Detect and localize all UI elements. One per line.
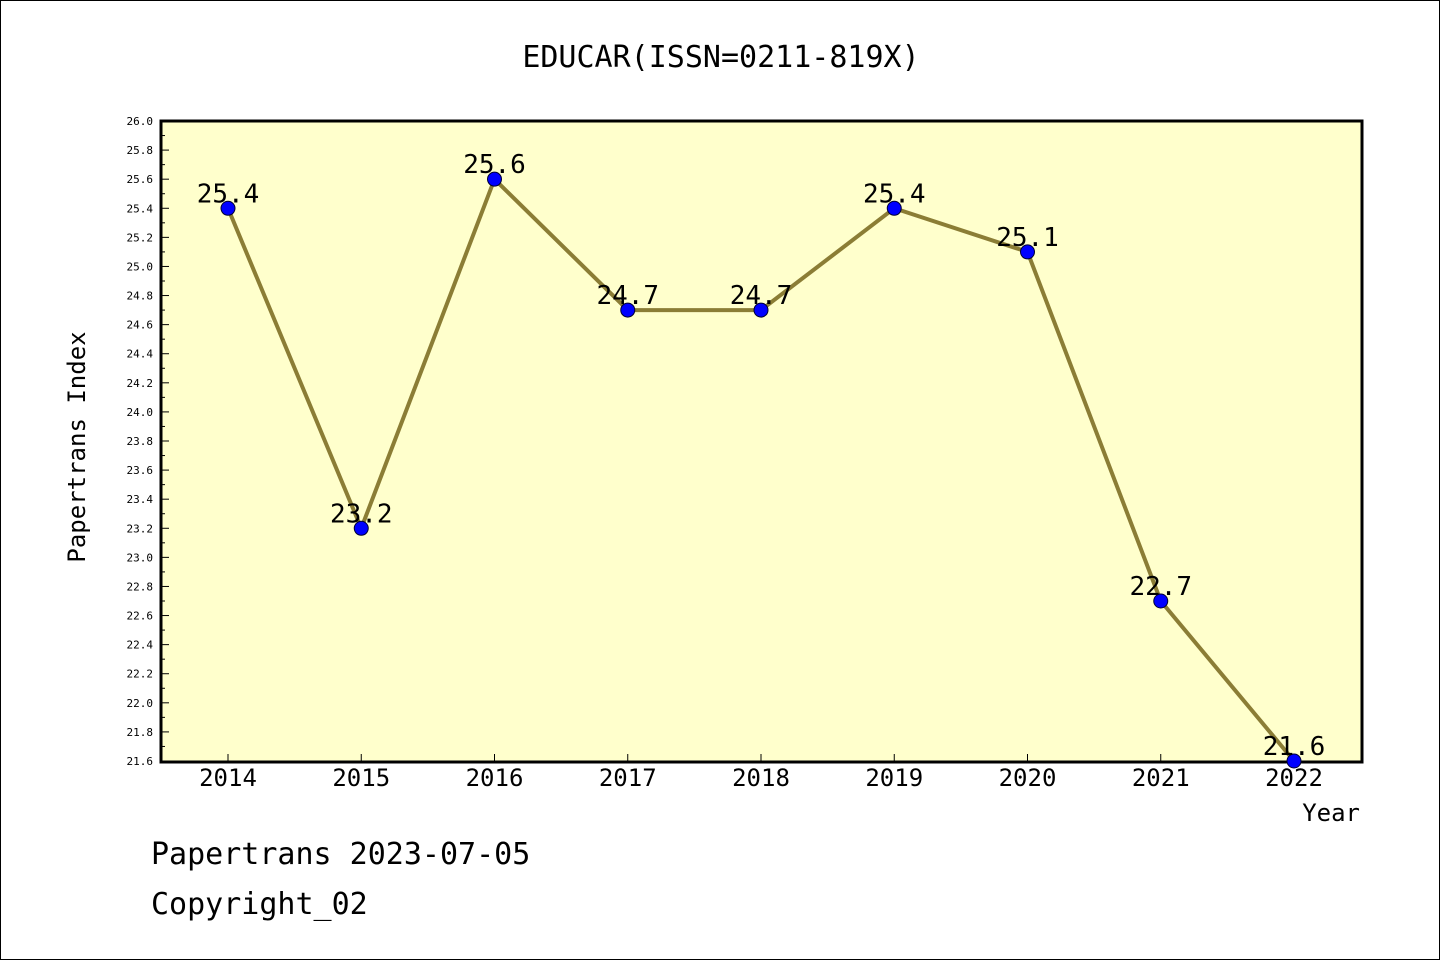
y-tick-label: 24.4 xyxy=(127,348,154,361)
x-tick-label: 2018 xyxy=(732,764,790,792)
x-tick-label: 2022 xyxy=(1265,764,1323,792)
y-tick-label: 22.6 xyxy=(127,610,154,623)
data-label: 25.6 xyxy=(463,150,526,180)
x-axis-label: Year xyxy=(1302,799,1360,827)
y-tick-label: 25.6 xyxy=(127,173,154,186)
data-point xyxy=(753,302,769,318)
y-tick-label: 23.8 xyxy=(127,435,154,448)
data-point xyxy=(1020,244,1035,260)
y-tick-label: 21.8 xyxy=(127,726,154,739)
data-point xyxy=(220,200,236,216)
y-tick-label: 23.6 xyxy=(127,464,154,477)
x-tick-label: 2020 xyxy=(999,764,1057,792)
y-tick-label: 24.8 xyxy=(127,290,154,303)
x-tick-label: 2016 xyxy=(466,764,524,792)
x-tick-label: 2019 xyxy=(865,764,923,792)
data-point xyxy=(1286,753,1302,769)
y-tick-label: 25.8 xyxy=(127,144,154,157)
y-tick-label: 25.2 xyxy=(127,231,154,244)
y-tick-label: 23.2 xyxy=(127,522,154,535)
data-point xyxy=(620,302,636,318)
plot-area xyxy=(159,119,1364,764)
data-label: 24.7 xyxy=(730,281,793,311)
y-tick-label: 26.0 xyxy=(127,115,154,128)
chart-title: EDUCAR(ISSN=0211-819X) xyxy=(522,40,919,75)
x-tick-label: 2015 xyxy=(332,764,390,792)
y-tick-label: 22.0 xyxy=(127,697,154,710)
data-label: 25.4 xyxy=(197,179,260,209)
series-papertrans-index: 25.4 23.2 25.6 24.7 24.7 25.4 25.1 22.7 21.6 xyxy=(197,150,1326,769)
y-axis-label: Papertrans Index xyxy=(63,331,91,562)
y-tick-label: 22.4 xyxy=(127,639,154,652)
data-label: 22.7 xyxy=(1129,572,1192,602)
x-tick-label: 2021 xyxy=(1132,764,1190,792)
y-tick-label: 21.6 xyxy=(127,755,154,768)
data-point xyxy=(353,520,369,536)
y-tick-label: 25.0 xyxy=(127,260,154,273)
data-label: 23.2 xyxy=(330,499,393,529)
data-label: 25.4 xyxy=(863,179,926,209)
data-point xyxy=(487,171,502,187)
data-label: 24.7 xyxy=(596,281,659,311)
y-tick-label: 24.2 xyxy=(127,377,154,390)
data-point xyxy=(886,200,902,216)
footer-date: Papertrans 2023-07-05 xyxy=(151,837,531,872)
x-axis: 2014 2015 2016 2017 2018 2019 2020 2021 2022 xyxy=(199,754,1323,792)
y-tick-label: 22.8 xyxy=(127,580,154,593)
x-tick-label: 2017 xyxy=(599,764,657,792)
y-tick-label: 25.4 xyxy=(127,202,154,215)
y-tick-label: 23.0 xyxy=(127,551,154,564)
x-tick-label: 2014 xyxy=(199,764,257,792)
y-tick-label: 23.4 xyxy=(127,493,154,506)
y-tick-label: 24.6 xyxy=(127,319,154,332)
y-axis: 21.6 21.8 22.0 22.2 22.4 22.6 22.8 23.0 23.2 23.4… xyxy=(127,115,169,768)
data-point xyxy=(1153,593,1169,609)
data-label: 21.6 xyxy=(1263,732,1326,762)
data-label: 25.1 xyxy=(996,223,1059,253)
footer-copyright: Copyright_02 xyxy=(151,887,368,922)
y-tick-label: 22.2 xyxy=(127,668,154,681)
y-tick-label: 24.0 xyxy=(127,406,154,419)
